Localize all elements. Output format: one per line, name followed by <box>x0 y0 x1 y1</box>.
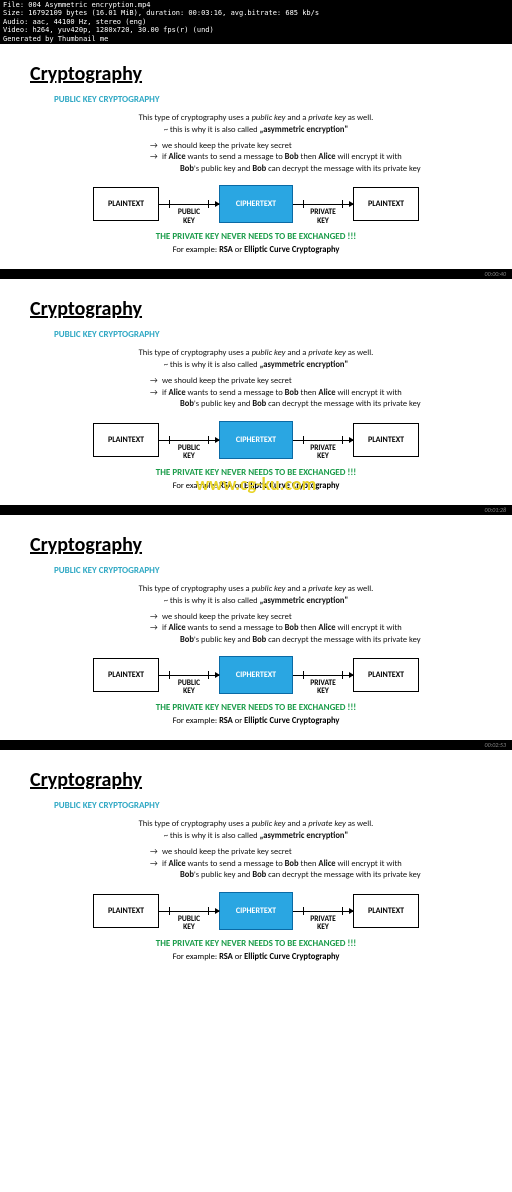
flow-diagram: PLAINTEXT PUBLICKEY CIPHERTEXT PRIVATEKE… <box>30 421 482 459</box>
page-subtitle: PUBLIC KEY CRYPTOGRAPHY <box>54 565 482 576</box>
meta-gen: Generated by Thumbnail me <box>3 35 509 43</box>
slide-1: Cryptography PUBLIC KEY CRYPTOGRAPHY Thi… <box>0 44 512 269</box>
description-line-2: ~ this is why it is also called „asymmet… <box>30 360 482 370</box>
public-key-label: PUBLICKEY <box>159 680 219 697</box>
plaintext-box-right: PLAINTEXT <box>353 423 419 457</box>
slide-2: Cryptography PUBLIC KEY CRYPTOGRAPHY Thi… <box>0 279 512 504</box>
page-title: Cryptography <box>30 533 482 557</box>
page-subtitle: PUBLIC KEY CRYPTOGRAPHY <box>54 329 482 340</box>
connector-public: PUBLICKEY <box>159 658 219 692</box>
bullet-1: →we should keep the private key secret <box>150 612 482 623</box>
page-title: Cryptography <box>30 768 482 792</box>
ciphertext-box: CIPHERTEXT <box>219 421 293 459</box>
connector-public: PUBLICKEY <box>159 423 219 457</box>
plaintext-box-right: PLAINTEXT <box>353 894 419 928</box>
timestamp-separator-2: 00:01:28 <box>0 505 512 515</box>
bullet-2: →if Alice wants to send a message to Bob… <box>150 388 482 399</box>
connector-public: PUBLICKEY <box>159 894 219 928</box>
example-line: For example: RSA or Elliptic Curve Crypt… <box>30 481 482 491</box>
flow-diagram: PLAINTEXT PUBLICKEY CIPHERTEXT PRIVATEKE… <box>30 892 482 930</box>
description-line-1: This type of cryptography uses a public … <box>30 348 482 358</box>
page-title: Cryptography <box>30 62 482 86</box>
meta-file: File: 004 Asymmetric encryption.mp4 <box>3 1 509 9</box>
slide-4: Cryptography PUBLIC KEY CRYPTOGRAPHY Thi… <box>0 750 512 975</box>
bullet-1: →we should keep the private key secret <box>150 376 482 387</box>
emphasis-line: THE PRIVATE KEY NEVER NEEDS TO BE EXCHAN… <box>30 702 482 713</box>
ciphertext-box: CIPHERTEXT <box>219 892 293 930</box>
connector-private: PRIVATEKEY <box>293 658 353 692</box>
example-line: For example: RSA or Elliptic Curve Crypt… <box>30 716 482 726</box>
description-line-1: This type of cryptography uses a public … <box>30 113 482 123</box>
flow-diagram: PLAINTEXT PUBLICKEY CIPHERTEXT PRIVATEKE… <box>30 656 482 694</box>
bullet-3: Bob's public key and Bob can decrypt the… <box>150 399 482 410</box>
connector-private: PRIVATEKEY <box>293 894 353 928</box>
bullet-1: →we should keep the private key secret <box>150 141 482 152</box>
bullet-3: Bob's public key and Bob can decrypt the… <box>150 635 482 646</box>
description-line-2: ~ this is why it is also called „asymmet… <box>30 831 482 841</box>
emphasis-line: THE PRIVATE KEY NEVER NEEDS TO BE EXCHAN… <box>30 938 482 949</box>
plaintext-box-left: PLAINTEXT <box>93 658 159 692</box>
description-line-1: This type of cryptography uses a public … <box>30 584 482 594</box>
bullet-list: →we should keep the private key secret →… <box>30 141 482 175</box>
connector-private: PRIVATEKEY <box>293 423 353 457</box>
timestamp-separator-1: 00:00:40 <box>0 269 512 279</box>
video-metadata-header: File: 004 Asymmetric encryption.mp4 Size… <box>0 0 512 44</box>
bullet-list: →we should keep the private key secret →… <box>30 376 482 410</box>
public-key-label: PUBLICKEY <box>159 916 219 933</box>
plaintext-box-left: PLAINTEXT <box>93 187 159 221</box>
public-key-label: PUBLICKEY <box>159 209 219 226</box>
public-key-label: PUBLICKEY <box>159 445 219 462</box>
private-key-label: PRIVATEKEY <box>293 209 353 226</box>
emphasis-line: THE PRIVATE KEY NEVER NEEDS TO BE EXCHAN… <box>30 467 482 478</box>
page-title: Cryptography <box>30 297 482 321</box>
bullet-2: →if Alice wants to send a message to Bob… <box>150 859 482 870</box>
ciphertext-box: CIPHERTEXT <box>219 185 293 223</box>
plaintext-box-left: PLAINTEXT <box>93 423 159 457</box>
connector-public: PUBLICKEY <box>159 187 219 221</box>
bullet-3: Bob's public key and Bob can decrypt the… <box>150 870 482 881</box>
example-line: For example: RSA or Elliptic Curve Crypt… <box>30 245 482 255</box>
timestamp-separator-3: 00:02:53 <box>0 740 512 750</box>
page-subtitle: PUBLIC KEY CRYPTOGRAPHY <box>54 800 482 811</box>
example-line: For example: RSA or Elliptic Curve Crypt… <box>30 952 482 962</box>
plaintext-box-left: PLAINTEXT <box>93 894 159 928</box>
bullet-1: →we should keep the private key secret <box>150 847 482 858</box>
bullet-2: →if Alice wants to send a message to Bob… <box>150 152 482 163</box>
page-subtitle: PUBLIC KEY CRYPTOGRAPHY <box>54 94 482 105</box>
description-line-1: This type of cryptography uses a public … <box>30 819 482 829</box>
slide-3: Cryptography PUBLIC KEY CRYPTOGRAPHY Thi… <box>0 515 512 740</box>
private-key-label: PRIVATEKEY <box>293 445 353 462</box>
connector-private: PRIVATEKEY <box>293 187 353 221</box>
plaintext-box-right: PLAINTEXT <box>353 187 419 221</box>
description-line-2: ~ this is why it is also called „asymmet… <box>30 596 482 606</box>
emphasis-line: THE PRIVATE KEY NEVER NEEDS TO BE EXCHAN… <box>30 231 482 242</box>
plaintext-box-right: PLAINTEXT <box>353 658 419 692</box>
private-key-label: PRIVATEKEY <box>293 916 353 933</box>
flow-diagram: PLAINTEXT PUBLICKEY CIPHERTEXT PRIVATEKE… <box>30 185 482 223</box>
meta-video: Video: h264, yuv420p, 1280x720, 30.00 fp… <box>3 26 509 34</box>
description-line-2: ~ this is why it is also called „asymmet… <box>30 125 482 135</box>
bullet-3: Bob's public key and Bob can decrypt the… <box>150 164 482 175</box>
ciphertext-box: CIPHERTEXT <box>219 656 293 694</box>
bullet-list: →we should keep the private key secret →… <box>30 847 482 881</box>
private-key-label: PRIVATEKEY <box>293 680 353 697</box>
meta-audio: Audio: aac, 44100 Hz, stereo (eng) <box>3 18 509 26</box>
bullet-list: →we should keep the private key secret →… <box>30 612 482 646</box>
meta-size: Size: 16792109 bytes (16.01 MiB), durati… <box>3 9 509 17</box>
bullet-2: →if Alice wants to send a message to Bob… <box>150 623 482 634</box>
